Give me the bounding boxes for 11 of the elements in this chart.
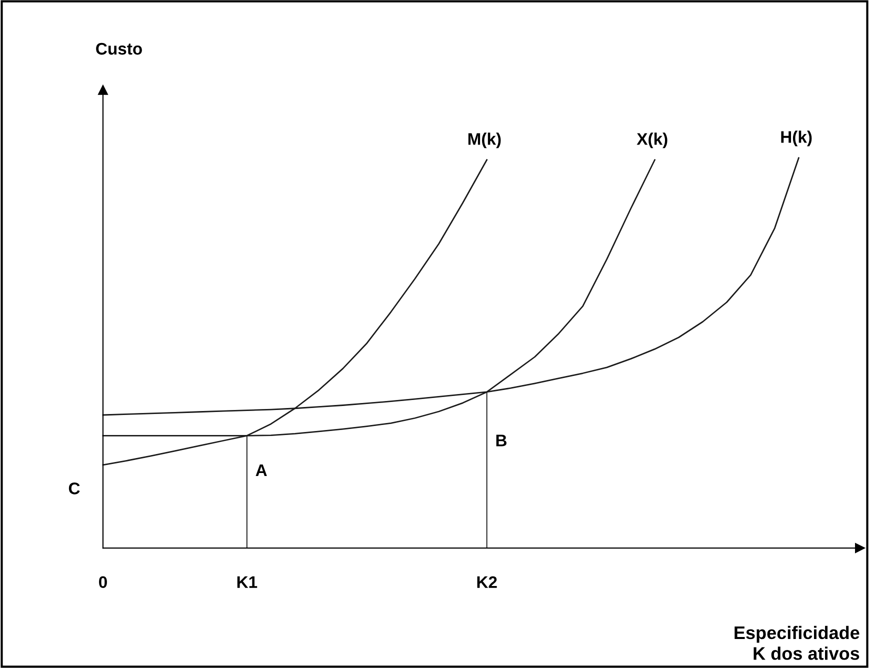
annotation: A (256, 464, 267, 476)
annotation: B (496, 434, 506, 446)
text: Custo (96, 42, 142, 55)
series-label: M(k) (468, 132, 501, 148)
x-tick-label: K1 (237, 576, 258, 588)
text: C (68, 482, 80, 494)
x-tick-label: 0 (99, 576, 107, 588)
x-axis-title: Especificidade K dos ativos (734, 626, 860, 660)
series-label: H(k) (781, 130, 812, 146)
x-tick-label: K2 (477, 576, 497, 588)
series-label: X(k) (636, 132, 668, 148)
